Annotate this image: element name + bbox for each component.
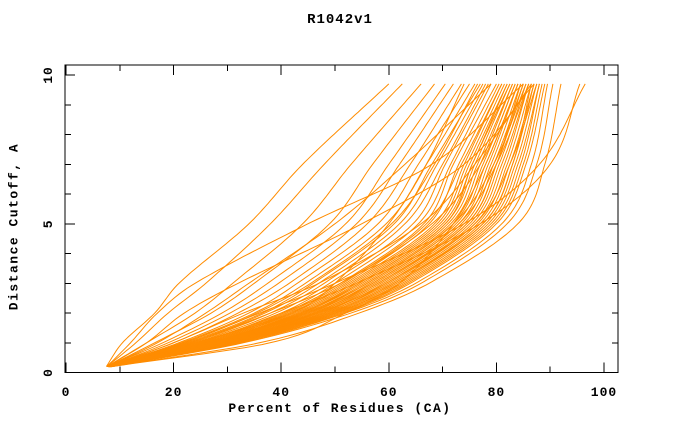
model-curve — [109, 83, 522, 368]
model-curve — [110, 83, 532, 368]
x-tick-label: 20 — [165, 385, 183, 400]
model-curve — [106, 83, 422, 368]
model-curve — [109, 83, 522, 368]
model-curve — [111, 83, 546, 368]
model-curve — [108, 83, 487, 368]
model-curve — [110, 83, 532, 368]
model-curve — [108, 83, 516, 368]
model-curve — [108, 83, 476, 368]
model-curve — [107, 83, 535, 368]
model-curve — [111, 83, 540, 368]
model-curve — [108, 83, 481, 368]
model-curve — [106, 83, 403, 367]
model-curve — [110, 83, 538, 368]
y-tick-label: 5 — [41, 219, 56, 228]
model-curve — [105, 83, 390, 367]
x-tick-label: 60 — [380, 385, 398, 400]
y-tick-labels: 0 5 10 — [41, 66, 56, 377]
model-curve — [111, 83, 548, 368]
x-tick-label: 0 — [62, 385, 71, 400]
model-curve — [108, 83, 489, 368]
model-curve — [109, 83, 505, 368]
x-tick-labels: 0 20 40 60 80 100 — [62, 385, 617, 400]
chart-title: R1042v1 — [307, 12, 373, 28]
y-tick-label: 0 — [41, 368, 56, 377]
model-curve — [111, 83, 540, 368]
model-curve — [107, 83, 470, 368]
model-curve — [108, 83, 479, 368]
model-curve — [107, 83, 462, 368]
plot-frame — [64, 64, 619, 373]
model-curve — [107, 83, 492, 368]
model-curve — [108, 83, 484, 368]
model-curve — [111, 83, 562, 368]
model-curve — [109, 83, 527, 368]
model-curve — [109, 83, 508, 368]
x-tick-label: 40 — [272, 385, 290, 400]
model-curve — [107, 83, 454, 368]
model-curve — [107, 83, 446, 368]
x-axis-label: Percent of Residues (CA) — [228, 401, 452, 416]
model-curve — [111, 83, 543, 368]
model-curve — [109, 83, 513, 368]
model-curve — [108, 83, 497, 368]
x-tick-label: 80 — [488, 385, 506, 400]
model-curve — [109, 83, 511, 368]
model-curve — [109, 83, 530, 368]
model-curve — [108, 83, 500, 368]
x-tick-label: 100 — [591, 385, 617, 400]
model-curve — [107, 83, 435, 368]
model-curve — [108, 83, 503, 368]
model-curve — [107, 83, 465, 368]
model-curve — [111, 83, 554, 368]
model-curve — [108, 83, 586, 368]
model-curve — [106, 83, 524, 367]
prediction-curves — [105, 83, 586, 368]
y-axis-label: Distance Cutoff, A — [6, 142, 22, 311]
model-curve — [109, 83, 581, 368]
y-tick-label: 10 — [41, 66, 56, 84]
